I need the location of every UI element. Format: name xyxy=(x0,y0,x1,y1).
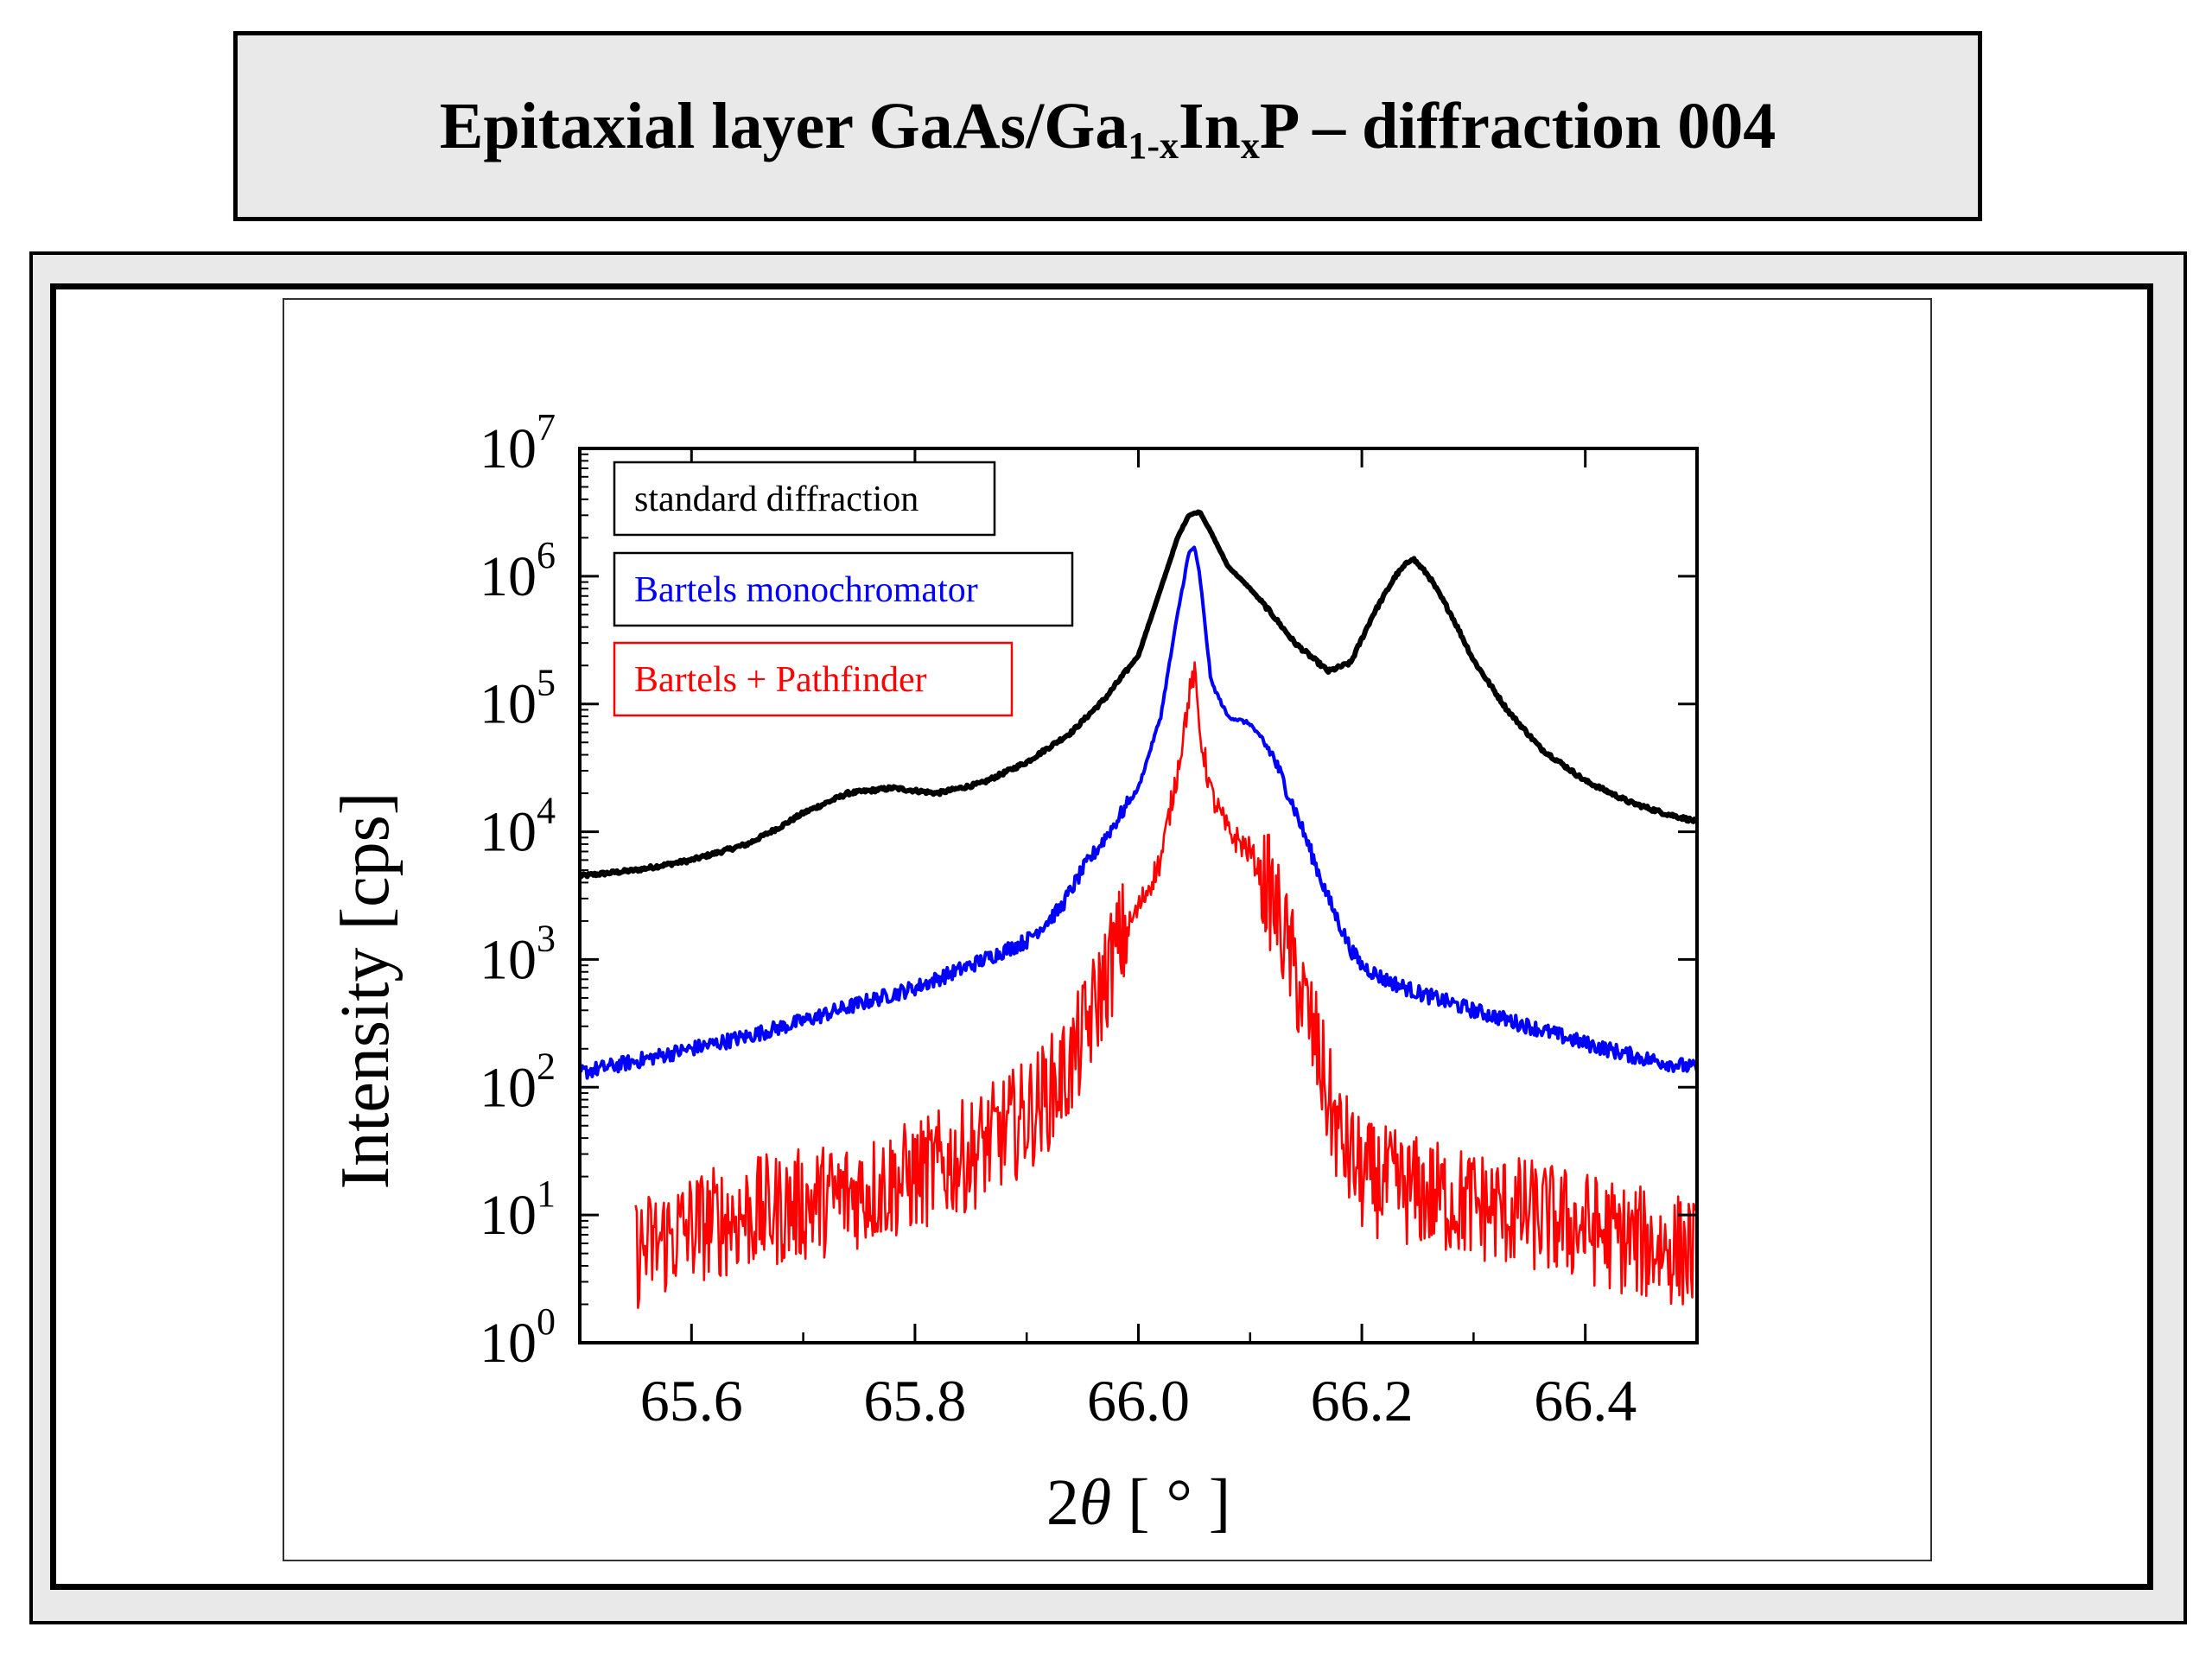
y-tick-base: 10 xyxy=(480,417,537,480)
series-line-3 xyxy=(634,661,1699,1309)
series-line-2 xyxy=(578,545,1699,1080)
y-tick-label: 104 xyxy=(480,790,556,864)
x-tick-label: 65.6 xyxy=(640,1368,743,1433)
y-tick-exponent: 7 xyxy=(537,406,556,448)
y-tick-label: 100 xyxy=(480,1300,556,1375)
series-layer xyxy=(577,509,1699,1309)
legend-box-2 xyxy=(613,551,1074,627)
x-tick-label: 65.8 xyxy=(863,1368,966,1433)
y-tick-base: 10 xyxy=(480,928,537,991)
chart-svg: 65.6 65.8 66.0 66.2 66.410010110210310410510… xyxy=(327,406,1699,1539)
x-axis-label-prefix: 2 xyxy=(1046,1466,1079,1539)
y-tick-exponent: 4 xyxy=(537,790,556,832)
x-tick-label: 66.0 xyxy=(1087,1368,1190,1433)
legend-box-1 xyxy=(613,461,996,537)
title-part-main: Epitaxial layer GaAs/Ga xyxy=(439,89,1128,162)
y-tick-base: 10 xyxy=(480,801,537,864)
y-tick-label: 105 xyxy=(480,662,556,736)
title-box: Epitaxial layer GaAs/Ga1-xInxP – diffrac… xyxy=(233,31,1982,221)
y-tick-label: 103 xyxy=(480,917,556,991)
legend-layer: standard diffraction Bartels monochromato… xyxy=(613,461,1074,717)
y-tick-exponent: 1 xyxy=(537,1173,556,1215)
x-axis-label-suffix: [ ° ] xyxy=(1111,1466,1230,1539)
y-tick-exponent: 2 xyxy=(537,1045,556,1087)
y-tick-exponent: 5 xyxy=(537,662,556,704)
axes-layer: 65.6 65.8 66.0 66.2 66.410010110210310410510… xyxy=(327,406,1699,1539)
y-tick-label: 101 xyxy=(480,1173,556,1247)
x-tick-label: 66.4 xyxy=(1534,1368,1637,1433)
y-tick-exponent: 3 xyxy=(537,917,556,959)
y-tick-base: 10 xyxy=(480,1312,537,1375)
y-tick-base: 10 xyxy=(480,1056,537,1119)
y-tick-exponent: 0 xyxy=(537,1300,556,1343)
legend-box-3 xyxy=(613,641,1014,717)
title-part-end: P – diffraction 004 xyxy=(1259,89,1777,162)
x-tick-label: 66.2 xyxy=(1311,1368,1414,1433)
y-tick-exponent: 6 xyxy=(537,534,556,576)
x-axis-label-symbol: θ xyxy=(1079,1466,1111,1539)
legend-label-1: standard diffraction xyxy=(634,480,918,519)
legend-label-2: Bartels monochromator xyxy=(634,570,978,610)
y-axis-label: Intensity [cps] xyxy=(327,792,404,1190)
title-subscript-2: x xyxy=(1240,124,1260,167)
chart-panel: 65.6 65.8 66.0 66.2 66.4 100 101 102 103 104 105 10… xyxy=(283,298,1932,1561)
legend-label-3: Bartels + Pathfinder xyxy=(634,660,927,700)
y-tick-base: 10 xyxy=(480,673,537,736)
y-tick-label: 102 xyxy=(480,1045,556,1119)
series-line-1 xyxy=(577,509,1699,880)
slide-title: Epitaxial layer GaAs/Ga1-xInxP – diffrac… xyxy=(439,89,1777,167)
title-part-mid: In xyxy=(1179,89,1241,162)
y-tick-label: 106 xyxy=(480,534,556,608)
x-axis-label: 2θ [ ° ] xyxy=(1046,1466,1230,1539)
title-subscript-1: 1-x xyxy=(1128,124,1179,167)
y-tick-base: 10 xyxy=(480,545,537,608)
y-tick-base: 10 xyxy=(480,1184,537,1247)
y-tick-label: 107 xyxy=(480,406,556,480)
